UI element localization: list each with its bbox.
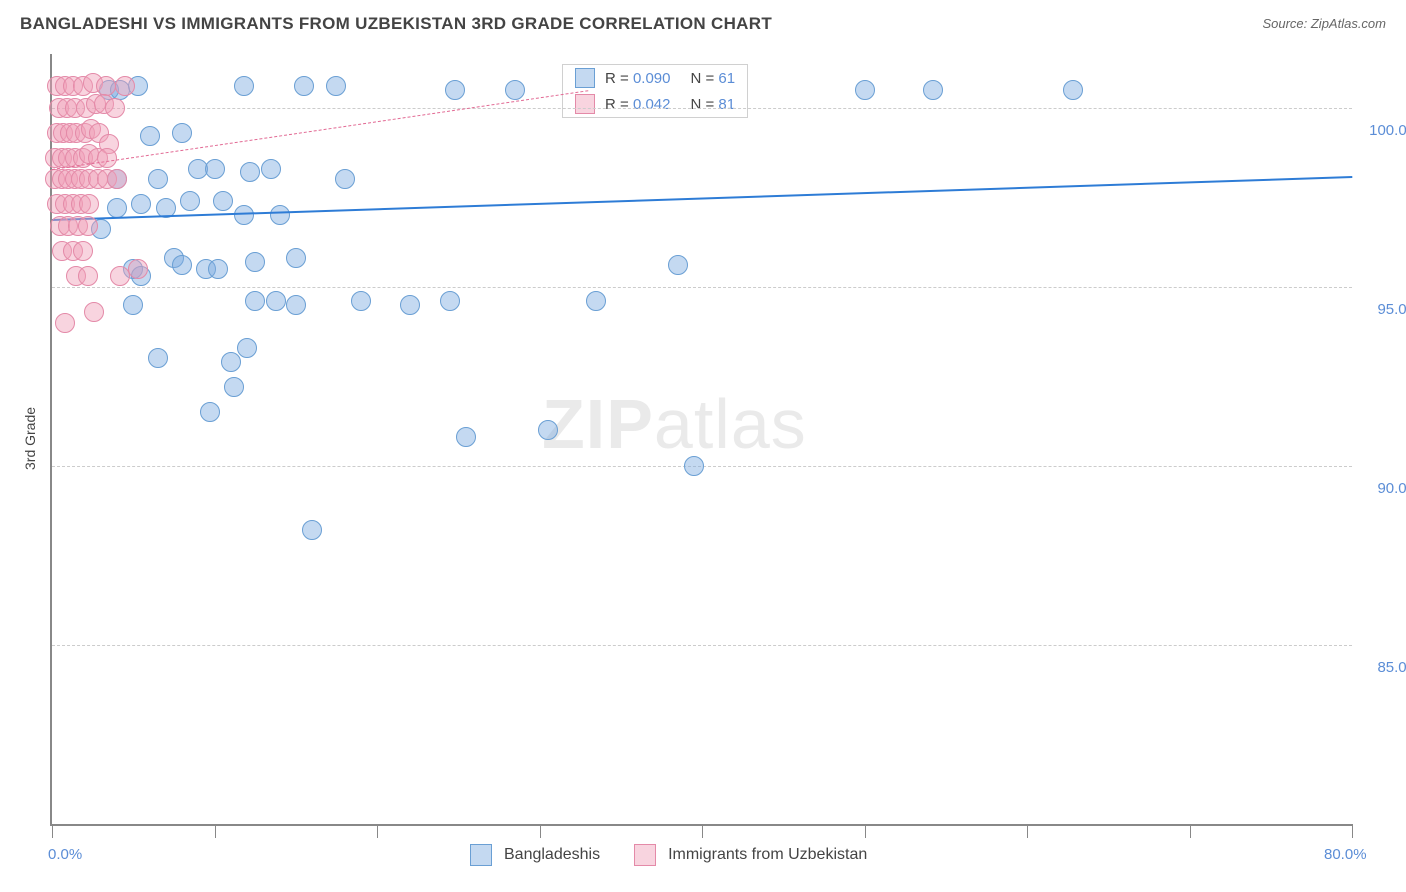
x-tick-label: 0.0% xyxy=(48,846,82,863)
data-point xyxy=(148,348,168,368)
data-point xyxy=(855,80,875,100)
chart-title: BANGLADESHI VS IMMIGRANTS FROM UZBEKISTA… xyxy=(20,14,772,34)
legend-label: Immigrants from Uzbekistan xyxy=(668,846,867,864)
data-point xyxy=(234,76,254,96)
data-point xyxy=(684,456,704,476)
data-point xyxy=(84,302,104,322)
data-point xyxy=(245,252,265,272)
x-tick-label: 80.0% xyxy=(1324,846,1367,863)
data-point xyxy=(78,266,98,286)
legend-swatch xyxy=(470,844,492,866)
data-point xyxy=(205,159,225,179)
data-point xyxy=(55,313,75,333)
x-tick xyxy=(52,824,53,838)
legend-label: Bangladeshis xyxy=(504,846,600,864)
data-point xyxy=(261,159,281,179)
data-point xyxy=(302,520,322,540)
data-point xyxy=(105,98,125,118)
data-point xyxy=(456,427,476,447)
x-tick xyxy=(377,824,378,838)
source-prefix: Source: xyxy=(1262,16,1310,31)
data-point xyxy=(440,291,460,311)
data-point xyxy=(668,255,688,275)
data-point xyxy=(400,295,420,315)
data-point xyxy=(286,295,306,315)
series-legend: Bangladeshis Immigrants from Uzbekistan xyxy=(470,844,889,866)
y-tick-label: 85.0% xyxy=(1377,659,1406,676)
data-point xyxy=(200,402,220,422)
data-point xyxy=(123,295,143,315)
watermark-light: atlas xyxy=(654,385,807,463)
data-point xyxy=(148,169,168,189)
data-point xyxy=(208,259,228,279)
data-point xyxy=(326,76,346,96)
data-point xyxy=(270,205,290,225)
data-point xyxy=(505,80,525,100)
data-point xyxy=(107,169,127,189)
data-point xyxy=(97,148,117,168)
data-point xyxy=(115,76,135,96)
y-tick-label: 95.0% xyxy=(1377,301,1406,318)
data-point xyxy=(266,291,286,311)
gridline xyxy=(52,108,1352,109)
y-tick-label: 100.0% xyxy=(1369,122,1406,139)
data-point xyxy=(351,291,371,311)
x-tick xyxy=(540,824,541,838)
source-attribution: Source: ZipAtlas.com xyxy=(1262,16,1386,31)
scatter-plot: ZIPatlas R = 0.090N = 61R = 0.042N = 81 … xyxy=(50,54,1352,826)
data-point xyxy=(1063,80,1083,100)
data-point xyxy=(237,338,257,358)
legend-row: R = 0.090 N = 61 xyxy=(563,65,747,91)
data-point xyxy=(78,216,98,236)
data-point xyxy=(294,76,314,96)
data-point xyxy=(172,123,192,143)
data-point xyxy=(96,76,116,96)
data-point xyxy=(79,194,99,214)
legend-row: R = 0.042 N = 81 xyxy=(563,91,747,117)
data-point xyxy=(586,291,606,311)
data-point xyxy=(245,291,265,311)
legend-n: N = 61 xyxy=(690,70,735,87)
trend-line xyxy=(52,90,588,170)
x-tick xyxy=(1027,824,1028,838)
data-point xyxy=(286,248,306,268)
y-tick-label: 90.0% xyxy=(1377,480,1406,497)
y-axis-label: 3rd Grade xyxy=(22,407,38,470)
gridline xyxy=(52,645,1352,646)
gridline xyxy=(52,287,1352,288)
watermark-bold: ZIP xyxy=(542,385,654,463)
data-point xyxy=(538,420,558,440)
source-link[interactable]: ZipAtlas.com xyxy=(1311,16,1386,31)
legend-swatch xyxy=(575,94,595,114)
data-point xyxy=(445,80,465,100)
data-point xyxy=(128,259,148,279)
data-point xyxy=(73,241,93,261)
data-point xyxy=(213,191,233,211)
x-tick xyxy=(1352,824,1353,838)
data-point xyxy=(224,377,244,397)
watermark: ZIPatlas xyxy=(542,384,807,464)
trend-line xyxy=(52,176,1352,221)
legend-swatch xyxy=(575,68,595,88)
chart-container: BANGLADESHI VS IMMIGRANTS FROM UZBEKISTA… xyxy=(0,0,1406,892)
legend-r: R = 0.042 xyxy=(605,96,670,113)
data-point xyxy=(172,255,192,275)
x-tick xyxy=(865,824,866,838)
x-tick xyxy=(702,824,703,838)
legend-swatch xyxy=(634,844,656,866)
data-point xyxy=(221,352,241,372)
data-point xyxy=(923,80,943,100)
legend-n: N = 81 xyxy=(690,96,735,113)
x-tick xyxy=(215,824,216,838)
data-point xyxy=(140,126,160,146)
correlation-legend: R = 0.090 N = 61 R = 0.042 N = 81 xyxy=(562,64,748,118)
data-point xyxy=(180,191,200,211)
data-point xyxy=(107,198,127,218)
legend-r: R = 0.090 xyxy=(605,70,670,87)
data-point xyxy=(335,169,355,189)
data-point xyxy=(131,194,151,214)
data-point xyxy=(234,205,254,225)
x-tick xyxy=(1190,824,1191,838)
data-point xyxy=(240,162,260,182)
